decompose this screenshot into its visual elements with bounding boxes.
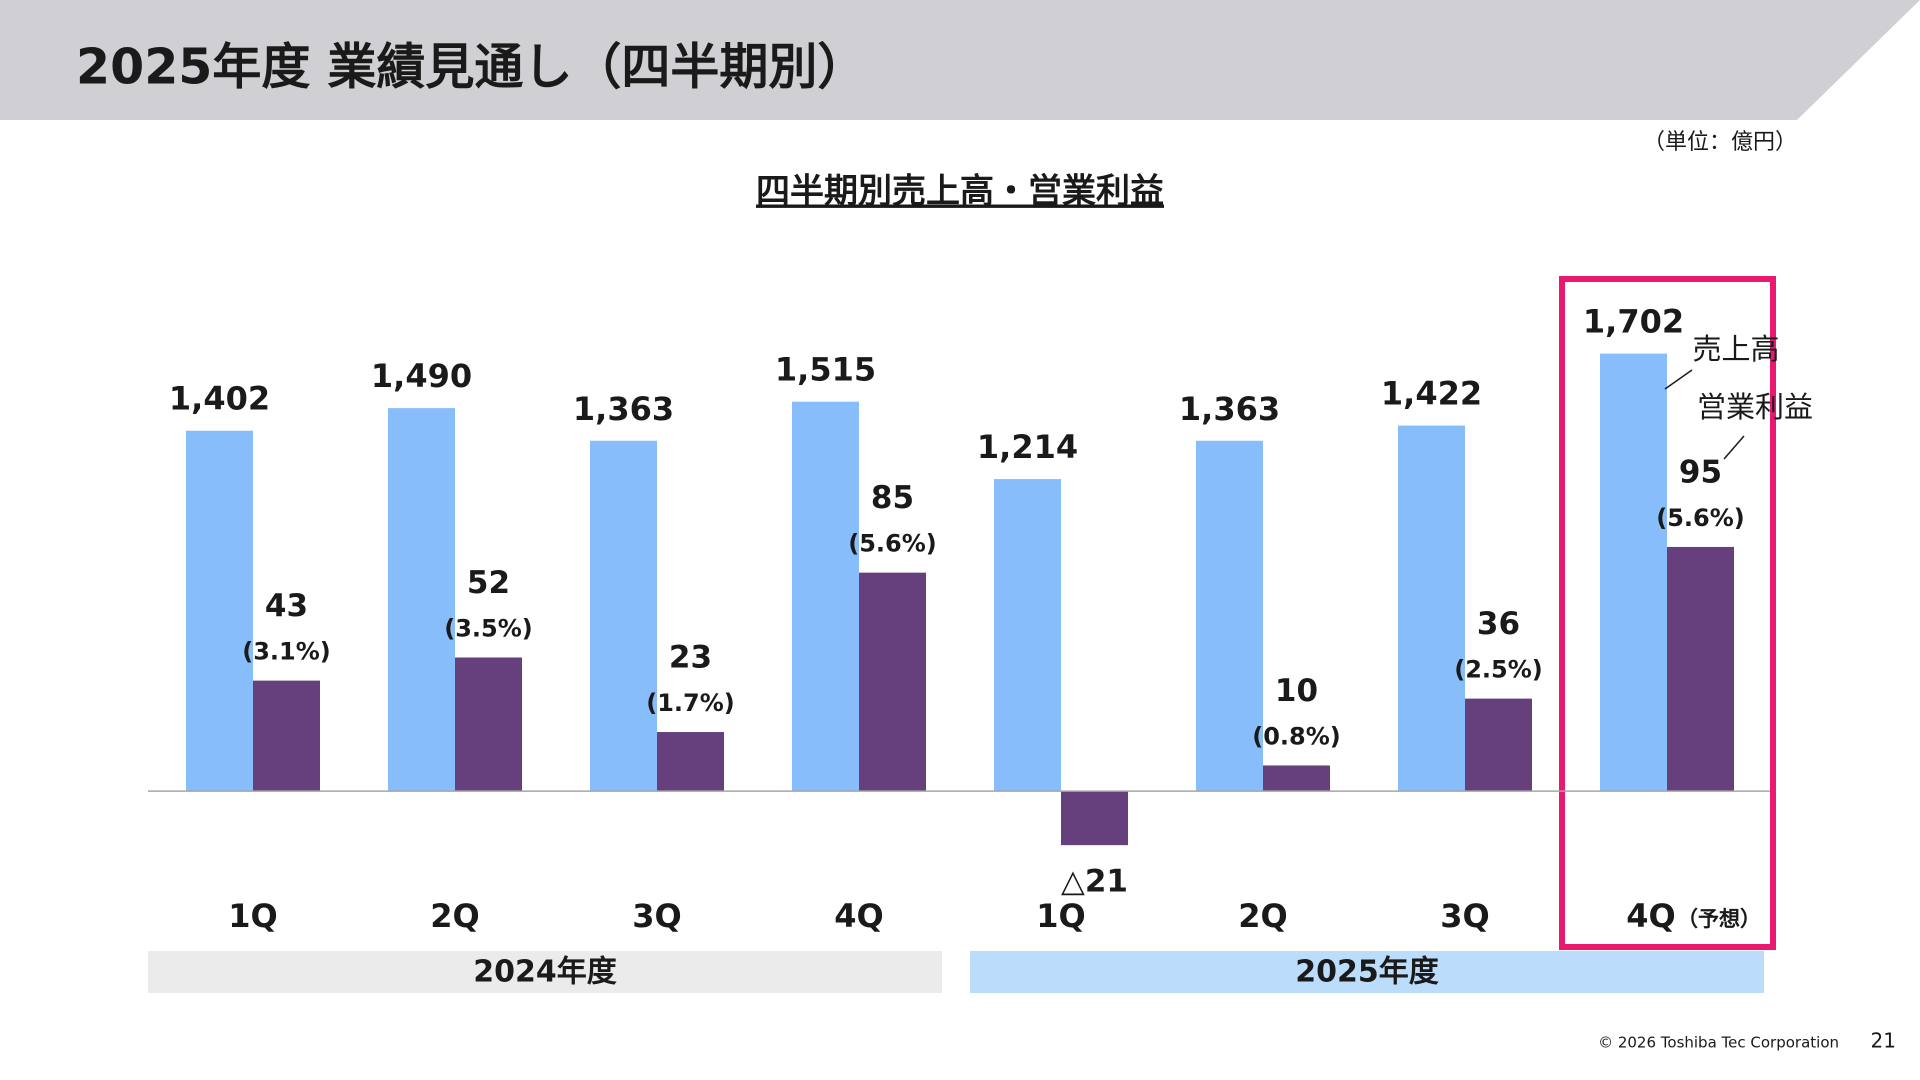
margin-label: (5.6%) <box>1656 504 1745 532</box>
profit-label: 52 <box>467 565 510 601</box>
margin-label: (0.8%) <box>1252 722 1341 750</box>
sales-label: 1,422 <box>1381 375 1482 413</box>
profit-bar <box>1465 698 1532 792</box>
profit-bar <box>859 572 926 792</box>
profit-bar <box>253 680 320 792</box>
sales-bar <box>186 430 253 792</box>
sales-bar <box>994 479 1061 792</box>
profit-bar <box>1263 765 1330 792</box>
header-band <box>0 0 1920 120</box>
sales-bar <box>388 408 455 792</box>
sales-bar <box>1600 353 1667 792</box>
sales-label: 1,490 <box>371 357 472 395</box>
profit-label: △21 <box>1061 864 1128 900</box>
sales-bar <box>1398 425 1465 792</box>
series-name: 営業利益 <box>1697 390 1813 424</box>
profit-bar <box>455 657 522 792</box>
copyright: © 2026 Toshiba Tec Corporation <box>1598 1034 1839 1052</box>
callout-line <box>1723 435 1745 460</box>
series-name: 売上高 <box>1692 332 1779 366</box>
sales-bar <box>590 440 657 792</box>
profit-label: 36 <box>1477 606 1520 642</box>
group-label: 2024年度 <box>473 955 617 990</box>
margin-label: (3.1%) <box>242 638 331 666</box>
sales-label: 1,363 <box>573 390 674 428</box>
profit-bar <box>657 732 724 792</box>
x-tick-label: 4Q <box>1626 897 1675 935</box>
profit-label: 43 <box>265 588 308 624</box>
x-tick-label: 3Q <box>632 897 681 935</box>
profit-label: 10 <box>1275 673 1318 709</box>
x-tick-label: 3Q <box>1440 897 1489 935</box>
group-band <box>148 951 942 993</box>
profit-label: 95 <box>1679 454 1722 490</box>
x-tick-label: 4Q <box>834 897 883 935</box>
profit-label: 23 <box>669 640 712 676</box>
x-tick-label: 1Q <box>228 897 277 935</box>
margin-label: (1.7%) <box>646 689 735 717</box>
sales-label: 1,702 <box>1583 303 1684 341</box>
slide-title: 2025年度 業績見通し（四半期別） <box>76 39 866 96</box>
sales-label: 1,363 <box>1179 390 1280 428</box>
sales-label: 1,515 <box>775 351 876 389</box>
margin-label: (3.5%) <box>444 614 533 642</box>
forecast-note: （予想） <box>1677 907 1761 931</box>
unit-note: （単位：億円） <box>1643 130 1797 155</box>
sales-label: 1,402 <box>169 380 270 418</box>
x-tick-label: 1Q <box>1036 897 1085 935</box>
profit-bar <box>1667 546 1734 792</box>
chart-title: 四半期別売上高・営業利益 <box>756 172 1164 212</box>
callout-line <box>1664 369 1693 390</box>
group-band <box>970 951 1764 993</box>
group-label: 2025年度 <box>1295 955 1439 990</box>
margin-label: (5.6%) <box>848 530 937 558</box>
sales-bar <box>792 401 859 792</box>
sales-label: 1,214 <box>977 428 1078 466</box>
forecast-highlight <box>1559 276 1776 950</box>
sales-bar <box>1196 440 1263 792</box>
x-tick-label: 2Q <box>1238 897 1287 935</box>
margin-label: (2.5%) <box>1454 656 1543 684</box>
page-number: 21 <box>1871 1029 1896 1053</box>
profit-label: 85 <box>871 480 914 516</box>
profit-bar <box>1061 791 1128 846</box>
x-tick-label: 2Q <box>430 897 479 935</box>
